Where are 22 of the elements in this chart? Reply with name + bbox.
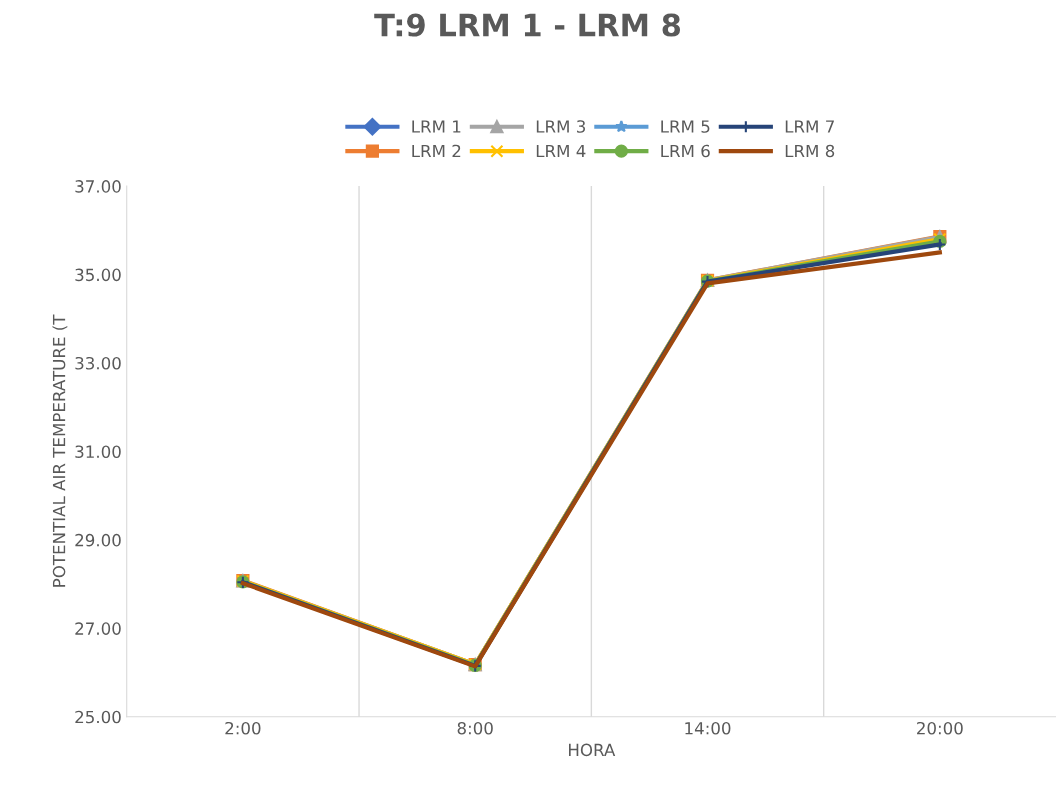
x-tick-label: 14:00	[685, 721, 731, 735]
x-tick-label: 2:00	[225, 721, 261, 735]
y-tick-label: 31.00	[75, 445, 121, 459]
y-tick-label: 33.00	[75, 356, 121, 370]
legend-label: LRM 8	[785, 144, 835, 158]
x-axis-title: HORA	[569, 743, 616, 757]
legend-label: LRM 4	[536, 144, 586, 158]
y-tick-label: 35.00	[75, 268, 121, 282]
legend-label: LRM 7	[785, 120, 834, 133]
x-tick-label: 8:00	[457, 721, 493, 735]
legend-label: LRM 3	[536, 120, 586, 133]
legend-label: LRM 2	[412, 144, 461, 158]
y-tick-label: 27.00	[75, 622, 121, 635]
legend-label: LRM 1	[412, 120, 461, 133]
y-tick-label: 37.00	[75, 180, 121, 193]
x-tick-label: 20:00	[917, 721, 963, 735]
y-axis-title: POTENTIAL AIR TEMPERATURE (T	[52, 314, 68, 587]
legend-label: LRM 6	[661, 144, 710, 158]
y-tick-label: 29.00	[75, 533, 121, 547]
legend-label: LRM 5	[661, 120, 710, 133]
chart-title: T:9 LRM 1 - LRM 8	[374, 13, 681, 37]
y-tick-label: 25.00	[75, 710, 121, 724]
